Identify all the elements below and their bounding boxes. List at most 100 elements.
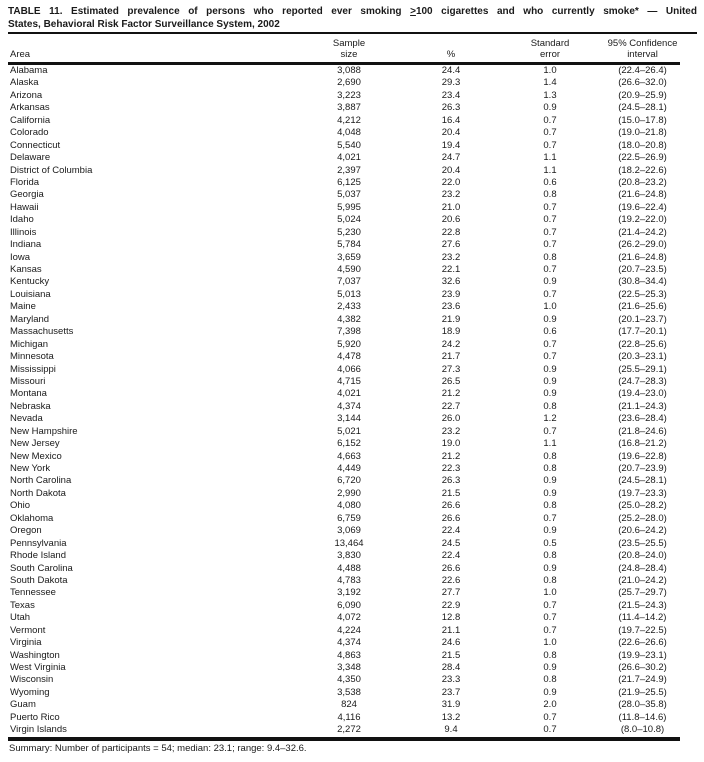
- sample-size-cell: 4,374: [337, 637, 361, 649]
- confidence-interval-cell: (19.0–21.8): [618, 127, 667, 139]
- confidence-interval-cell: (17.7–20.1): [618, 326, 667, 338]
- area-cell: Florida: [10, 176, 40, 188]
- percent-cell: 22.1: [441, 264, 461, 275]
- confidence-interval-cell: (28.0–35.8): [618, 699, 667, 711]
- confidence-interval-cell: (11.8–14.6): [618, 711, 667, 723]
- standard-error-cell: 0.8: [543, 574, 557, 586]
- percent-cell: 22.9: [441, 599, 461, 611]
- confidence-interval-cell: (26.6–30.2): [618, 662, 667, 673]
- percent-cell: 22.4: [441, 550, 461, 562]
- table-row: Kansas 4,590 22.1 0.7 (20.7–23.5): [8, 264, 680, 276]
- sample-size-cell: 6,720: [337, 475, 361, 487]
- percent-cell: 22.3: [441, 463, 461, 474]
- confidence-interval-cell: (19.6–22.8): [618, 450, 667, 462]
- standard-error-cell: 0.7: [543, 338, 557, 350]
- percent-cell: 24.7: [441, 152, 461, 164]
- standard-error-cell: 0.7: [543, 425, 557, 437]
- confidence-interval-cell: (25.7–29.7): [618, 587, 667, 599]
- area-cell: Georgia: [10, 189, 44, 201]
- area-cell: Connecticut: [10, 139, 61, 151]
- percent-cell: 27.3: [441, 363, 461, 375]
- confidence-interval-cell: (22.6–26.6): [618, 637, 667, 649]
- sample-size-cell: 4,783: [337, 574, 361, 586]
- standard-error-cell: 0.9: [543, 375, 557, 387]
- percent-cell: 20.4: [441, 127, 461, 139]
- standard-error-cell: 0.9: [543, 562, 557, 574]
- standard-error-cell: 0.8: [543, 550, 557, 562]
- table-row: Iowa 3,659 23.2 0.8 (21.6–24.8): [8, 252, 680, 264]
- sample-size-cell: 4,066: [337, 363, 361, 375]
- table-row: Maryland 4,382 21.9 0.9 (20.1–23.7): [8, 314, 680, 326]
- confidence-interval-cell: (20.8–24.0): [618, 550, 667, 562]
- table-row: New Jersey 6,152 19.0 1.1 (16.8–21.2): [8, 438, 680, 450]
- sample-size-cell: 6,125: [337, 176, 361, 188]
- confidence-interval-cell: (20.8–23.2): [618, 176, 667, 188]
- header-confidence-interval-line2: interval: [627, 48, 658, 60]
- area-cell: Arkansas: [10, 102, 50, 114]
- percent-cell: 26.3: [441, 102, 461, 114]
- percent-cell: 29.3: [441, 77, 461, 89]
- area-cell: Maine: [10, 301, 36, 313]
- confidence-interval-cell: (21.8–24.6): [618, 425, 667, 437]
- sample-size-cell: 4,212: [337, 114, 361, 126]
- area-cell: Colorado: [10, 127, 49, 139]
- percent-cell: 26.0: [441, 413, 461, 425]
- percent-cell: 21.7: [441, 351, 461, 363]
- sample-size-cell: 3,887: [337, 102, 361, 114]
- standard-error-cell: 0.9: [543, 686, 557, 698]
- confidence-interval-cell: (19.7–23.3): [618, 487, 667, 499]
- area-cell: Alaska: [10, 77, 39, 89]
- sample-size-cell: 4,021: [337, 388, 361, 400]
- area-cell: Tennessee: [10, 587, 56, 599]
- confidence-interval-cell: (23.5–25.5): [618, 537, 667, 549]
- percent-cell: 20.4: [441, 164, 461, 176]
- area-cell: New Jersey: [10, 438, 60, 450]
- table-row: California 4,212 16.4 0.7 (15.0–17.8): [8, 115, 680, 127]
- area-cell: North Carolina: [10, 475, 72, 487]
- table-row: New Hampshire 5,021 23.2 0.7 (21.8–24.6): [8, 426, 680, 438]
- confidence-interval-cell: (20.6–24.2): [618, 525, 667, 537]
- greater-equal-symbol: >: [410, 6, 416, 17]
- sample-size-cell: 4,590: [337, 264, 361, 275]
- table-row: Alabama 3,088 24.4 1.0 (22.4–26.4): [8, 64, 680, 78]
- standard-error-cell: 0.8: [543, 649, 557, 661]
- sample-size-cell: 4,382: [337, 313, 361, 325]
- standard-error-cell: 0.7: [543, 599, 557, 611]
- table-row: Delaware 4,021 24.7 1.1 (22.5–26.9): [8, 152, 680, 164]
- percent-cell: 31.9: [441, 699, 461, 711]
- percent-cell: 23.2: [441, 251, 461, 263]
- confidence-interval-cell: (19.6–22.4): [618, 201, 667, 213]
- sample-size-cell: 4,080: [337, 500, 361, 512]
- percent-cell: 26.3: [441, 475, 461, 487]
- table-row: Washington 4,863 21.5 0.8 (19.9–23.1): [8, 650, 680, 662]
- confidence-interval-cell: (30.8–34.4): [618, 276, 667, 288]
- confidence-interval-cell: (24.8–28.4): [618, 562, 667, 574]
- confidence-interval-cell: (21.1–24.3): [618, 400, 667, 412]
- sample-size-cell: 2,272: [337, 724, 361, 736]
- area-cell: Pennsylvania: [10, 537, 67, 549]
- confidence-interval-cell: (16.8–21.2): [618, 438, 667, 450]
- confidence-interval-cell: (21.9–25.5): [618, 686, 667, 698]
- sample-size-cell: 2,690: [337, 77, 361, 89]
- area-cell: Alabama: [10, 65, 48, 76]
- confidence-interval-cell: (24.7–28.3): [618, 375, 667, 387]
- percent-cell: 18.9: [441, 326, 461, 338]
- prevalence-table: Sample Standard 95% Confidence Area size…: [8, 36, 680, 741]
- table-row: South Dakota 4,783 22.6 0.8 (21.0–24.2): [8, 575, 680, 587]
- table-row: Colorado 4,048 20.4 0.7 (19.0–21.8): [8, 127, 680, 139]
- standard-error-cell: 1.0: [543, 637, 557, 649]
- percent-cell: 19.0: [441, 438, 461, 450]
- table-row: Oregon 3,069 22.4 0.9 (20.6–24.2): [8, 525, 680, 537]
- table-row: Georgia 5,037 23.2 0.8 (21.6–24.8): [8, 189, 680, 201]
- sample-size-cell: 2,990: [337, 487, 361, 499]
- table-row: Vermont 4,224 21.1 0.7 (19.7–22.5): [8, 625, 680, 637]
- confidence-interval-cell: (18.0–20.8): [618, 139, 667, 151]
- percent-cell: 26.6: [441, 512, 461, 524]
- standard-error-cell: 0.9: [543, 276, 557, 288]
- area-cell: West Virginia: [10, 662, 66, 673]
- table-row: District of Columbia 2,397 20.4 1.1 (18.2–22…: [8, 165, 680, 177]
- confidence-interval-cell: (19.7–22.5): [618, 624, 667, 636]
- standard-error-cell: 0.7: [543, 127, 557, 139]
- confidence-interval-cell: (21.6–25.6): [618, 301, 667, 313]
- sample-size-cell: 4,072: [337, 612, 361, 624]
